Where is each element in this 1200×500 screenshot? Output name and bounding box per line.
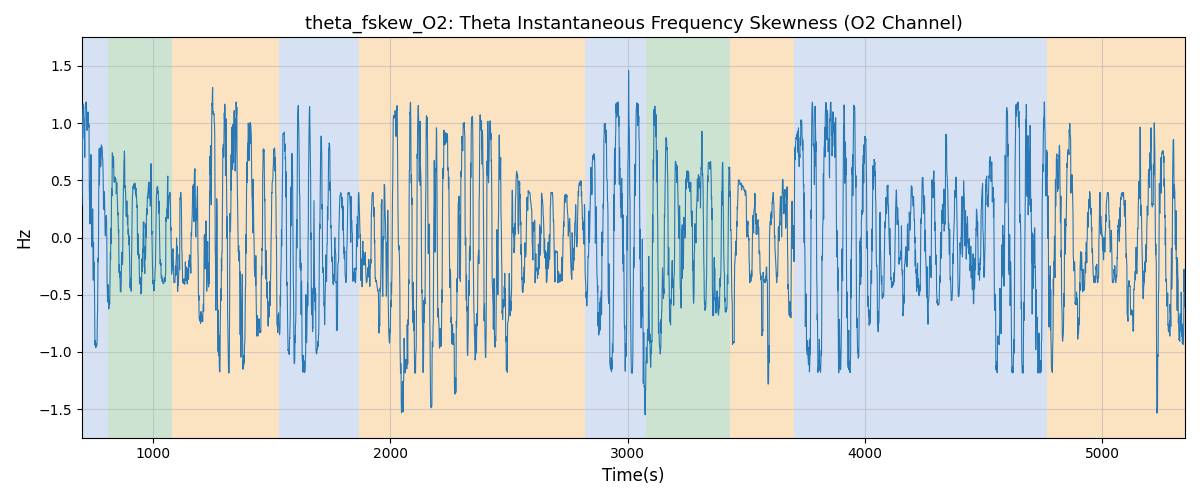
- Bar: [584, 38, 618, 438]
- X-axis label: Time(s): Time(s): [602, 467, 665, 485]
- Title: theta_fskew_O2: Theta Instantaneous Frequency Skewness (O2 Channel): theta_fskew_O2: Theta Instantaneous Freq…: [305, 15, 962, 34]
- Bar: [108, 38, 172, 438]
- Bar: [172, 38, 278, 438]
- Bar: [82, 38, 108, 438]
- Bar: [647, 38, 730, 438]
- Bar: [730, 38, 793, 438]
- Y-axis label: Hz: Hz: [14, 227, 32, 248]
- Bar: [793, 38, 1048, 438]
- Bar: [360, 38, 584, 438]
- Bar: [618, 38, 647, 438]
- Bar: [278, 38, 360, 438]
- Bar: [1048, 38, 1184, 438]
